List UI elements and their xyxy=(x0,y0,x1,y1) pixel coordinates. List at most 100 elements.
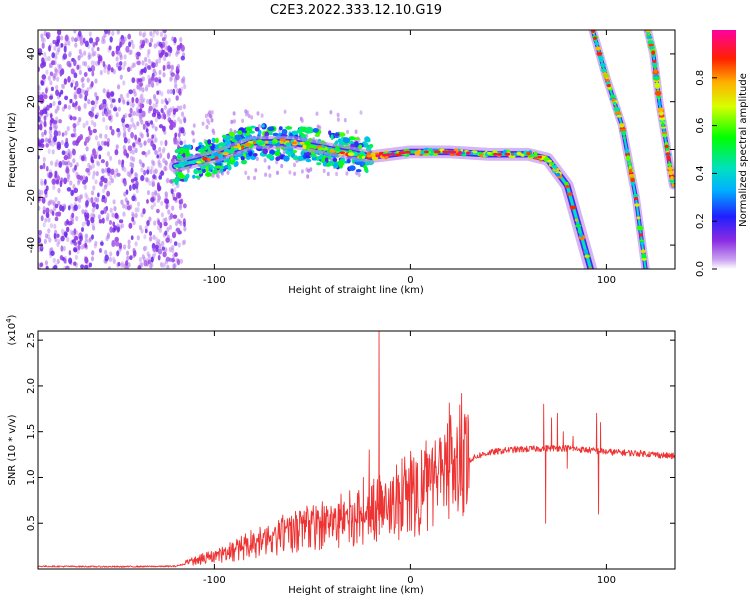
noise-blob xyxy=(91,70,95,77)
noise-blob xyxy=(63,155,68,161)
noise-blob xyxy=(179,105,183,111)
track-blob xyxy=(487,151,492,155)
noise-blob xyxy=(131,77,136,84)
track-blob xyxy=(296,129,303,133)
noise-blob xyxy=(61,150,66,156)
noise-blob xyxy=(38,146,43,152)
noise-blob xyxy=(154,61,159,68)
noise-blob xyxy=(147,65,151,70)
noise-blob xyxy=(169,124,174,131)
noise-blob xyxy=(60,139,64,146)
track-peak xyxy=(447,150,453,154)
noise-blob xyxy=(134,147,138,154)
noise-blob xyxy=(40,33,44,39)
noise-blob xyxy=(53,45,57,51)
noise-blob xyxy=(100,159,105,164)
noise-blob xyxy=(86,219,91,227)
noise-blob xyxy=(293,171,297,176)
noise-blob xyxy=(63,45,67,53)
noise-blob xyxy=(260,113,264,118)
track-blob xyxy=(291,130,299,136)
track-blob xyxy=(223,165,229,169)
noise-blob xyxy=(56,76,60,82)
track-blob xyxy=(347,152,355,157)
track-blob xyxy=(632,194,639,198)
colorbar-ticks: 0.0 0.2 0.4 0.6 0.8 xyxy=(695,70,717,277)
noise-blob xyxy=(81,82,85,88)
noise-blob xyxy=(81,155,85,162)
noise-blob xyxy=(247,175,250,180)
track-blob xyxy=(660,126,667,129)
track-blob xyxy=(258,129,262,136)
colorbar-tick-label: 0.6 xyxy=(695,118,706,134)
noise-blob xyxy=(146,190,151,196)
noise-blob xyxy=(182,104,186,110)
noise-blob xyxy=(191,130,195,135)
noise-blob xyxy=(76,174,81,180)
noise-blob xyxy=(69,180,73,186)
noise-blob xyxy=(154,109,159,114)
noise-blob xyxy=(41,131,45,138)
noise-blob xyxy=(45,56,49,62)
noise-blob xyxy=(122,132,126,138)
noise-blob xyxy=(164,160,168,166)
noise-blob xyxy=(68,250,72,256)
snr-multiplier-close: ) xyxy=(7,314,18,318)
track-blob xyxy=(305,126,313,133)
noise-blob xyxy=(48,45,52,52)
noise-blob xyxy=(122,145,126,151)
noise-blob xyxy=(40,189,44,196)
noise-blob xyxy=(41,57,45,64)
noise-blob xyxy=(146,98,150,105)
noise-blob xyxy=(172,214,178,219)
noise-blob xyxy=(134,207,138,213)
noise-blob xyxy=(104,254,109,262)
noise-blob xyxy=(126,101,130,106)
track-blob xyxy=(667,166,674,171)
noise-blob xyxy=(136,84,140,90)
noise-blob xyxy=(106,190,111,197)
noise-blob xyxy=(120,199,124,205)
noise-blob xyxy=(87,99,91,105)
noise-blob xyxy=(158,147,162,153)
noise-blob xyxy=(157,248,163,255)
noise-blob xyxy=(165,178,169,184)
track-blob xyxy=(233,157,239,161)
noise-blob xyxy=(106,212,110,218)
noise-blob xyxy=(91,174,95,180)
noise-blob xyxy=(39,120,43,126)
noise-blob xyxy=(57,200,61,206)
noise-blob xyxy=(50,86,54,92)
noise-blob xyxy=(64,161,69,166)
noise-blob xyxy=(160,200,164,206)
track-blob xyxy=(419,150,426,155)
track-blob xyxy=(198,142,203,146)
noise-blob xyxy=(56,141,62,149)
track-blob xyxy=(655,86,660,89)
noise-blob xyxy=(174,133,178,138)
noise-blob xyxy=(159,152,163,158)
y-tick-label: 40 xyxy=(26,48,37,61)
noise-blob xyxy=(130,162,134,168)
noise-blob xyxy=(140,262,144,268)
noise-blob xyxy=(38,142,42,148)
noise-blob xyxy=(103,32,107,38)
noise-blob xyxy=(123,244,127,250)
noise-blob xyxy=(39,97,44,105)
track-peak xyxy=(504,152,510,156)
noise-blob xyxy=(106,92,110,99)
noise-blob xyxy=(101,217,105,224)
noise-blob xyxy=(47,228,51,234)
track-blob xyxy=(414,150,421,156)
track-blob xyxy=(547,159,552,163)
noise-blob xyxy=(162,64,166,72)
track-blob xyxy=(285,142,292,147)
track-blob xyxy=(234,134,242,141)
noise-blob xyxy=(204,113,208,119)
noise-blob xyxy=(78,197,82,203)
noise-blob xyxy=(113,107,118,112)
noise-blob xyxy=(232,119,236,124)
noise-blob xyxy=(91,46,95,53)
noise-blob xyxy=(158,52,164,58)
track-blob xyxy=(634,203,640,207)
